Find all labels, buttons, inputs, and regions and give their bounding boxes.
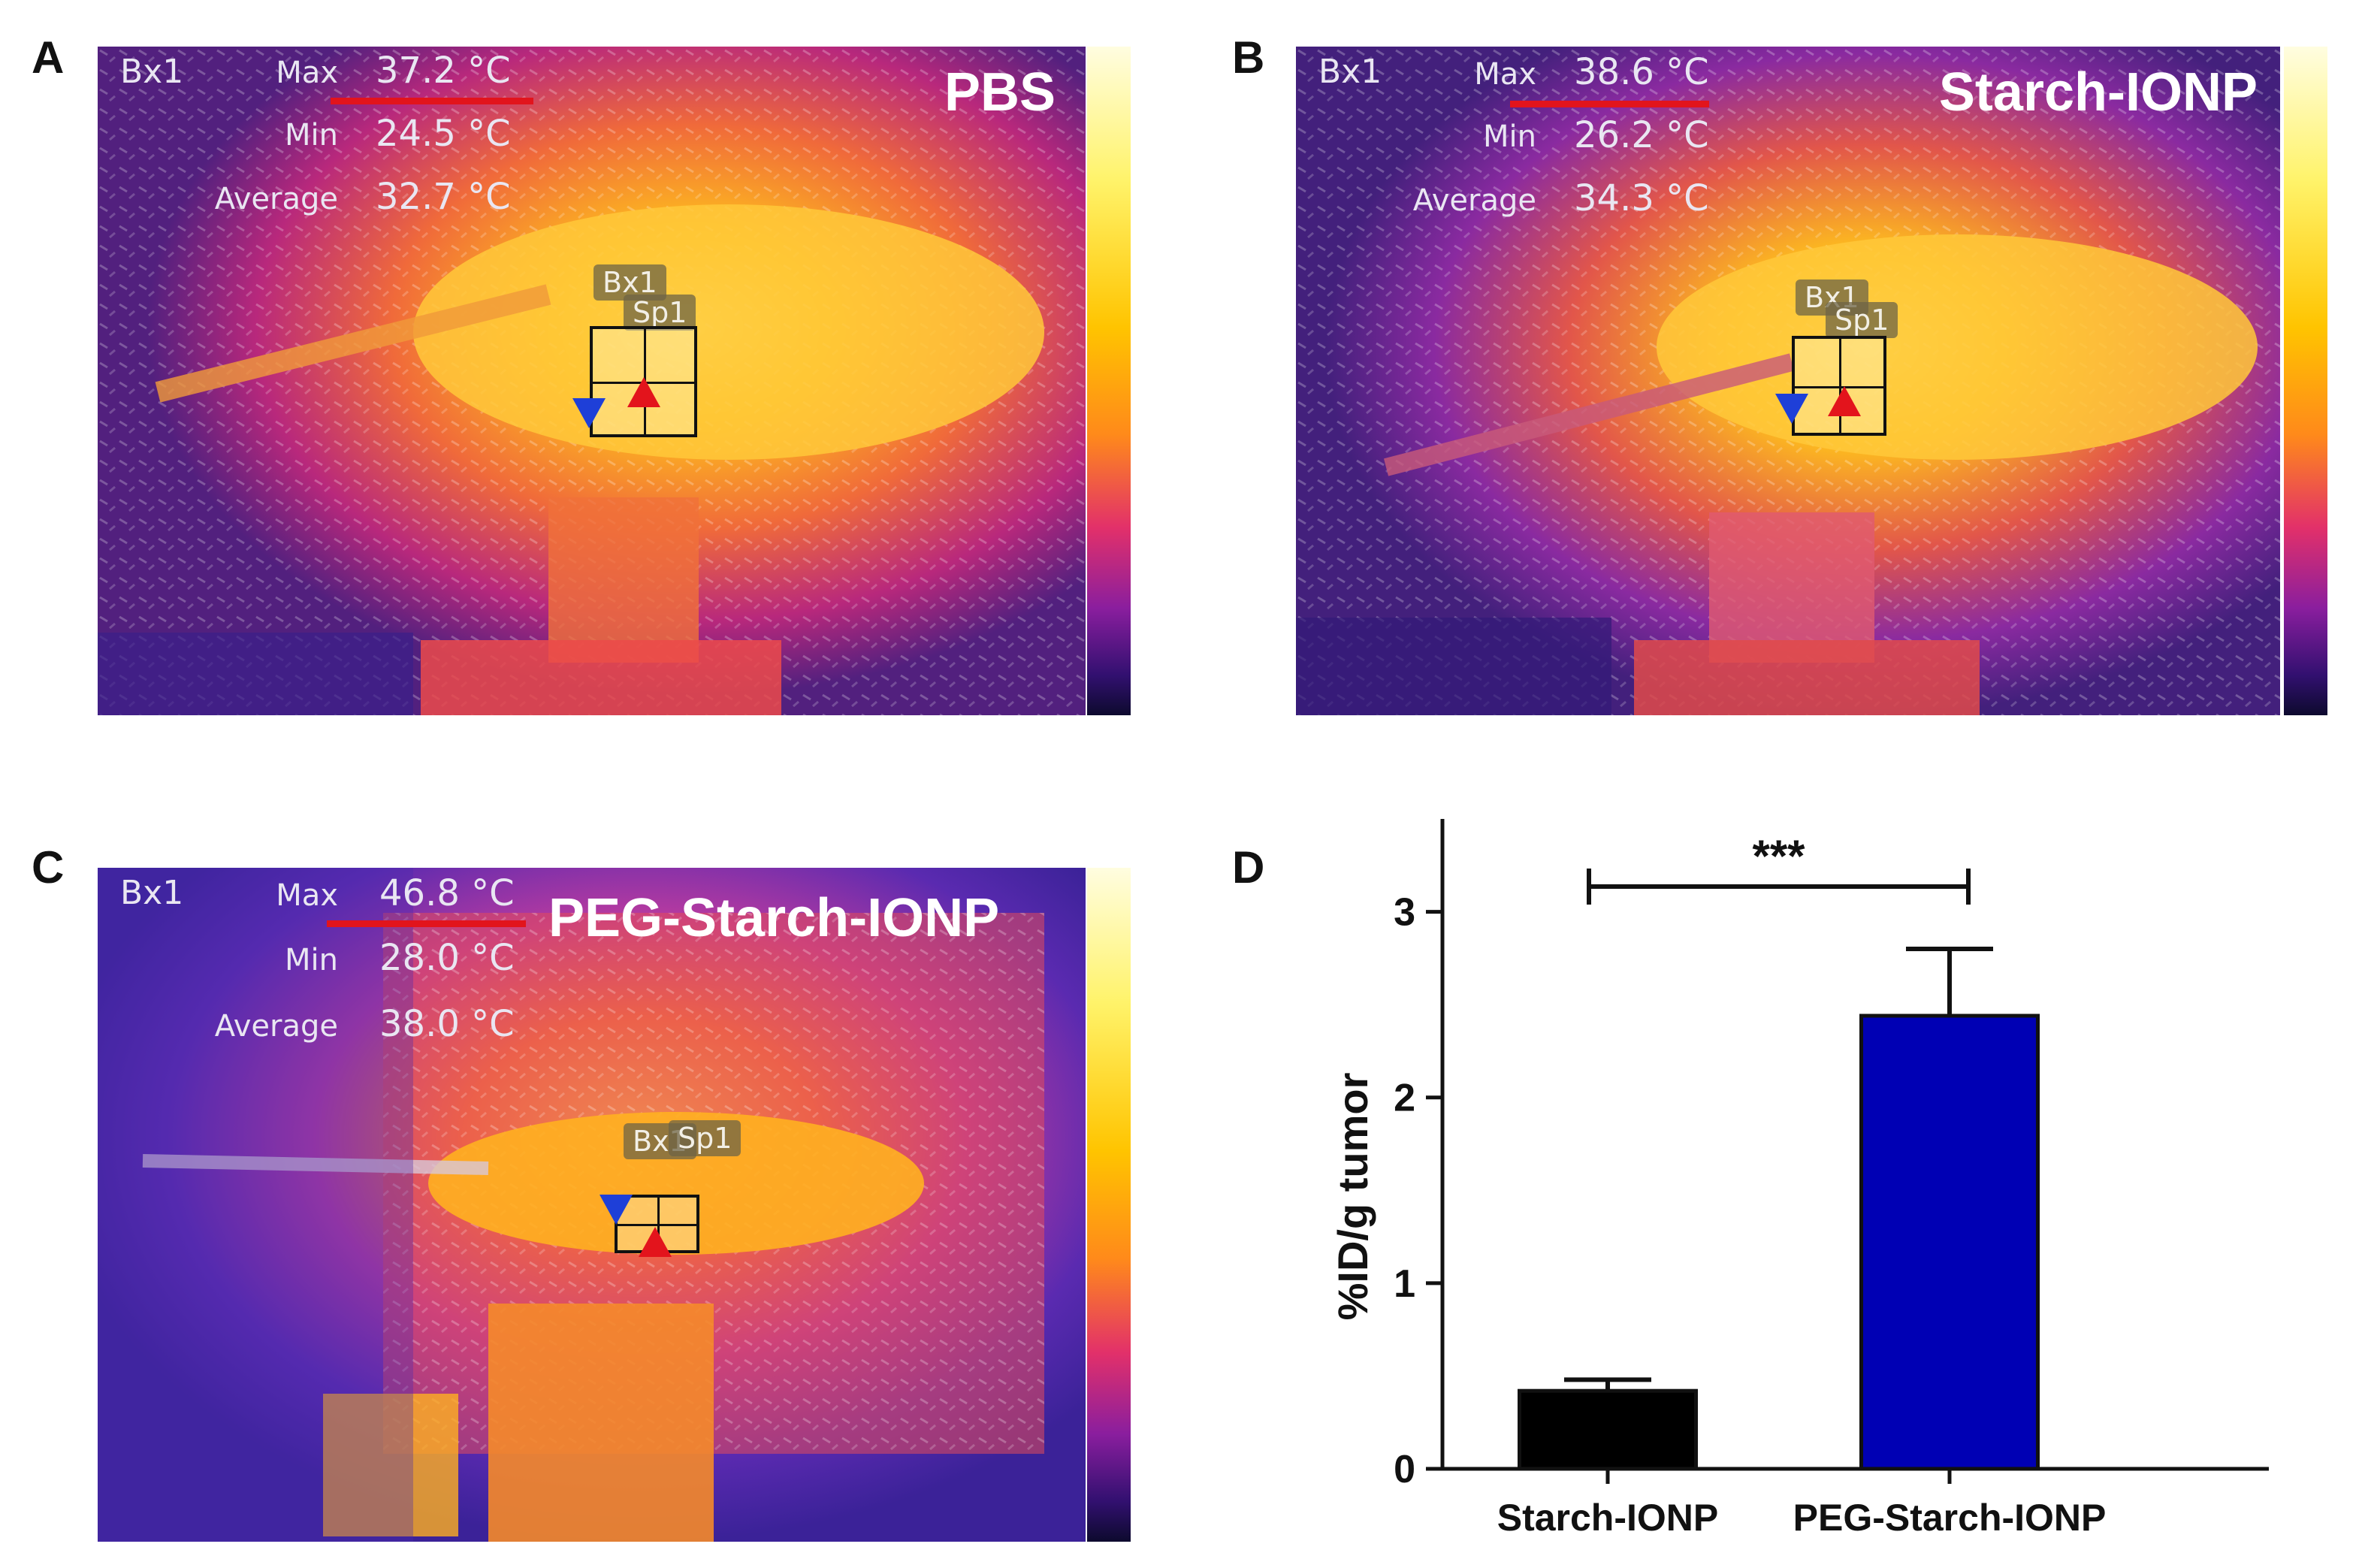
panel-letter-a: A [32, 32, 65, 83]
bar-peg-starch-ionp [1859, 1014, 2040, 1471]
min-marker-icon [600, 1195, 633, 1225]
temperature-colorbar [2284, 47, 2327, 715]
condition-label: PEG-Starch-IONP [548, 888, 1000, 948]
y-tick-label: 0 [1394, 1448, 1415, 1491]
max-marker-icon [639, 1227, 672, 1257]
roi-tag-spot: Sp1 [1826, 302, 1898, 338]
significance-stars: *** [1752, 831, 1805, 881]
bar-chart: %ID/g tumor 0 1 2 3 Starch-IONP PEG-Starch-I… [1329, 819, 2269, 1539]
y-axis-label: %ID/g tumor [1329, 1073, 1376, 1321]
roi-tag-spot: Sp1 [624, 295, 696, 331]
max-label: Max [1474, 57, 1536, 92]
panel-letter-d: D [1232, 842, 1265, 893]
box-id: Bx1 [120, 874, 184, 912]
max-underline [331, 98, 533, 104]
min-label: Min [285, 118, 338, 153]
thermal-image-starch-ionp: Bx1 Max 38.6 °C Min 26.2 °C Average 34.3… [1296, 47, 2280, 715]
thermal-scene [98, 868, 1086, 1542]
max-value: 46.8 °C [379, 872, 515, 914]
average-value: 38.0 °C [379, 1003, 515, 1045]
max-marker-icon [627, 377, 660, 407]
min-value: 26.2 °C [1574, 114, 1709, 156]
average-label: Average [1412, 183, 1536, 218]
y-tick-label: 3 [1394, 891, 1415, 935]
condition-label: PBS [944, 62, 1056, 122]
average-label: Average [214, 1009, 338, 1044]
average-value: 34.3 °C [1574, 177, 1709, 219]
x-tick-label: Starch-IONP [1497, 1497, 1719, 1539]
average-label: Average [214, 182, 338, 216]
box-id: Bx1 [1318, 53, 1382, 91]
condition-label: Starch-IONP [1938, 62, 2258, 122]
x-tick-labels: Starch-IONP PEG-Starch-IONP [1497, 1497, 2107, 1539]
average-value: 32.7 °C [376, 176, 511, 218]
temperature-colorbar [1087, 47, 1131, 715]
min-value: 28.0 °C [379, 937, 515, 979]
y-tick-label: 1 [1394, 1262, 1415, 1306]
min-label: Min [1483, 119, 1536, 154]
thermal-scene [1296, 47, 2280, 715]
min-marker-icon [1775, 394, 1808, 424]
bar-starch-ionp [1518, 1388, 1698, 1471]
max-underline [327, 920, 526, 927]
max-underline [1510, 101, 1709, 107]
x-tick-label: PEG-Starch-IONP [1793, 1497, 2107, 1539]
chart-bars [1518, 947, 2040, 1471]
thermal-image-peg-starch-ionp: Bx1 Max 46.8 °C Min 28.0 °C Average 38.0… [98, 868, 1086, 1542]
panel-letter-c: C [32, 842, 65, 893]
max-marker-icon [1828, 386, 1861, 416]
min-label: Min [285, 943, 338, 977]
roi-tag-box: Bx1 [594, 264, 666, 301]
min-value: 24.5 °C [376, 113, 511, 155]
max-label: Max [276, 878, 338, 913]
box-id: Bx1 [120, 53, 184, 91]
temperature-colorbar [1087, 868, 1131, 1542]
max-value: 37.2 °C [376, 50, 511, 92]
max-value: 38.6 °C [1574, 51, 1709, 93]
significance-bracket: *** [1587, 831, 1971, 905]
min-marker-icon [572, 398, 606, 428]
panel-letter-b: B [1232, 32, 1265, 83]
y-tick-label: 2 [1394, 1077, 1415, 1120]
max-label: Max [276, 56, 338, 90]
thermal-image-pbs: Bx1 Max 37.2 °C Min 24.5 °C Average 32.7… [98, 47, 1086, 715]
roi-tag-spot: Sp1 [669, 1120, 742, 1156]
